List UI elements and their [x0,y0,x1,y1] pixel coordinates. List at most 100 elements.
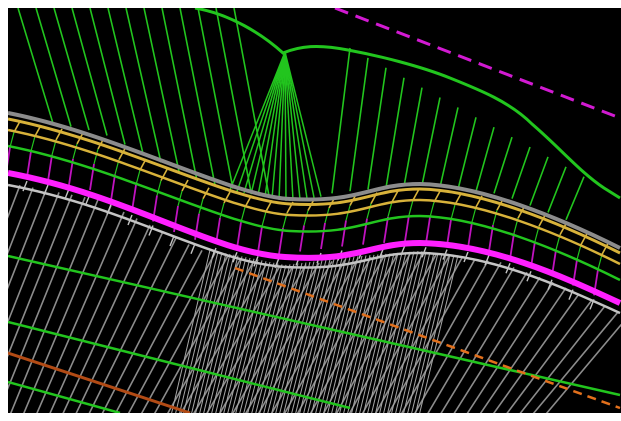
grid-hatch-line [127,252,216,413]
grid-dense-hatch-line [411,254,451,413]
grid-hatch-line [8,192,60,324]
upper-boundary [194,8,621,200]
drawing-viewport[interactable] [8,8,621,413]
slope-line-right [511,146,531,199]
corridor-band [8,111,621,315]
yellow-tick [391,190,399,203]
magenta-tick [299,225,305,252]
green-tick [408,199,414,216]
magenta-tick [278,227,284,255]
fan-ray [278,51,286,200]
grid-dense-hatch-line [315,256,355,413]
grid-dense-hatch-line [223,260,263,413]
grid-dense-hatch-line [335,254,375,413]
drawing-canvas[interactable] [8,8,621,413]
green-tick [177,190,183,207]
yellow-tick [559,223,567,236]
yellow-tick [118,148,126,160]
grid-hatch-line [453,276,541,413]
grid-hatch-line [309,254,398,413]
slope-line-left [143,8,180,172]
grid-hatch-line [153,257,242,413]
slope-line-left [17,8,54,124]
grid-hatch-line [23,205,112,413]
slope-line-right [331,47,351,194]
grid-dense-hatch-line [375,251,415,413]
lower-grid-pattern [8,184,621,413]
grid-hatch-line [8,194,73,358]
grid-dense-hatch-line [331,255,371,413]
green-tick [387,201,393,217]
slope-line-right [457,117,477,190]
magenta-tick [446,219,452,246]
gray-tick [547,279,553,291]
magenta-tick [236,222,242,249]
magenta-tick [110,174,116,201]
green-tick [9,132,15,148]
slope-line-left [197,8,234,189]
grid-dense-hatch-line [199,255,239,413]
slope-line-right [367,67,387,190]
slope-line-right [421,97,441,186]
grid-hatch-line [193,265,281,413]
slope-line-right [439,107,459,188]
grid-dense-hatch-line [387,251,427,413]
magenta-tick [320,222,326,250]
grid-hatch-line [427,266,515,413]
grid-dense-hatch-line [231,261,271,413]
grid-hatch-line [8,196,86,390]
gray-tick [211,247,217,259]
slope-line-left [71,8,108,136]
lower-green-line-3 [8,380,121,413]
grid-dense-hatch-line [359,252,399,413]
grid-hatch-line [479,287,567,413]
green-tick [450,204,456,220]
grid-dense-hatch-line [395,252,435,413]
green-tick [429,202,435,218]
green-tick [30,135,36,152]
grid-dense-hatch-line [267,262,307,413]
grid-dense-hatch-line [351,253,391,413]
grid-hatch-line [401,260,489,413]
slope-line-left [35,8,72,127]
grid-dense-hatch-line [299,258,339,413]
top-green-outline [194,8,621,200]
grid-hatch-line [532,311,619,413]
green-tick [156,180,162,196]
fan-ray [250,51,286,195]
slope-line-right [565,176,585,221]
upper-slope-fan [17,8,585,221]
slope-line-left [53,8,90,131]
slope-line-left [233,8,270,196]
yellow-row-line-top [8,117,621,255]
yellow-tick [160,169,168,181]
grid-dense-hatch-line [327,255,367,413]
fan-ray [284,51,315,198]
grid-dense-hatch-line [211,257,251,413]
grid-dense-hatch-line [215,258,255,413]
grid-hatch-line [62,224,151,413]
magenta-tick [47,154,53,182]
grid-hatch-line [506,299,593,413]
grid-dense-hatch-line [239,263,279,413]
grid-dense-hatch-line [291,259,331,413]
fan-ray [284,51,322,197]
orange-dashed-line [234,266,621,410]
grid-dense-hatch-line [311,257,351,413]
grid-hatch-line [545,323,621,413]
slope-line-right [385,77,405,188]
gray-row-line [8,111,621,250]
grid-dense-hatch-line [243,264,283,413]
lower-green-line-2 [8,320,351,410]
lower-offset-lines [8,254,621,413]
magenta-tick [467,221,473,249]
gray-tick [253,256,259,267]
grid-hatch-line [88,237,177,413]
grid-dense-hatch-line [187,253,227,413]
grid-dense-hatch-line [255,263,295,413]
fan-ray [284,51,301,200]
magenta-tick [404,214,410,242]
grid-hatch-line [493,293,580,413]
slope-line-right [529,156,549,206]
magenta-centerline [8,170,621,306]
